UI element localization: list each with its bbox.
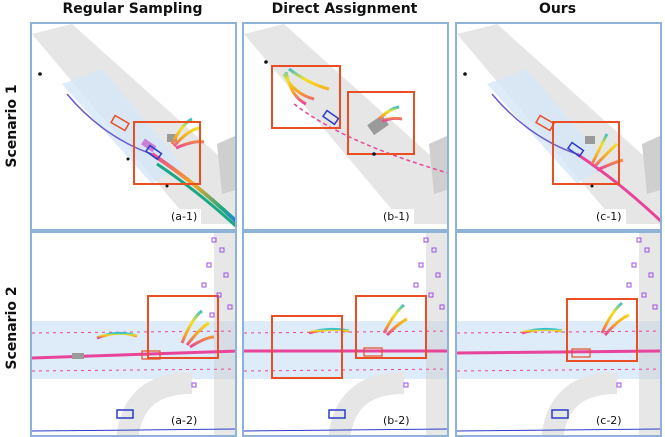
panel-label-b1: (b-1) (379, 209, 414, 224)
highlight-box (566, 298, 638, 362)
map-regular-sampling-scenario-2 (32, 233, 235, 435)
column-title-ours: Ours (538, 1, 577, 17)
panel-direct-assignment-scenario-2: (b-2) (242, 231, 449, 437)
panel-direct-assignment-scenario-1: (b-1) (242, 22, 449, 231)
panel-label-b2: (b-2) (379, 413, 414, 428)
highlight-box (133, 121, 201, 185)
column-title-regular-sampling: Regular Sampling (62, 1, 203, 17)
highlight-box (147, 295, 219, 359)
panel-label-a2: (a-2) (167, 413, 202, 428)
panel-label-c1: (c-1) (592, 209, 626, 224)
row-title-scenario-1: Scenario 1 (4, 84, 20, 168)
map-ours-scenario-2 (457, 233, 660, 435)
highlight-box (355, 295, 427, 359)
highlight-box (271, 65, 341, 129)
highlight-box (552, 121, 620, 185)
highlight-box (347, 91, 415, 155)
panel-ours-scenario-2: (c-2) (455, 231, 662, 437)
map-regular-sampling-scenario-1 (32, 24, 235, 229)
panel-regular-sampling-scenario-2: (a-2) (30, 231, 237, 437)
map-ours-scenario-1 (457, 24, 660, 229)
column-title-direct-assignment: Direct Assignment (271, 1, 418, 17)
panel-label-a1: (a-1) (167, 209, 202, 224)
map-direct-assignment-scenario-1 (244, 24, 447, 229)
panel-label-c2: (c-2) (592, 413, 626, 428)
panel-regular-sampling-scenario-1: (a-1) (30, 22, 237, 231)
map-direct-assignment-scenario-2 (244, 233, 447, 435)
row-title-scenario-2: Scenario 2 (4, 286, 20, 370)
panel-ours-scenario-1: (c-1) (455, 22, 662, 231)
highlight-box (271, 315, 343, 379)
